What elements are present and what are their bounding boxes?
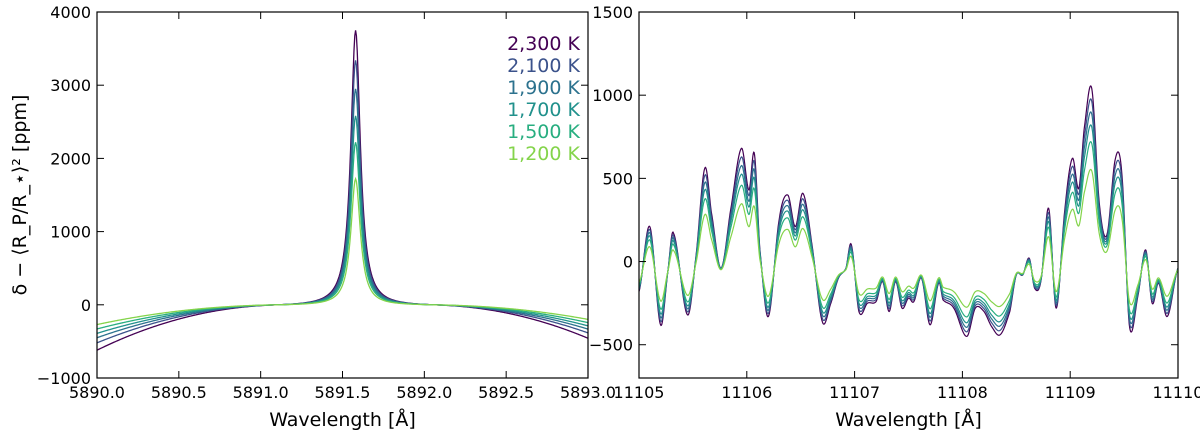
right-panel: 11105 11106 11107 11108 11109 11110 −500 0 500 10… [589, 3, 1200, 431]
legend-entry: 2,100 K [507, 55, 580, 77]
legend: 2,300 K2,100 K1,900 K1,700 K1,500 K1,200… [507, 33, 580, 165]
right-x-axis-label: Wavelength [Å] [835, 408, 982, 431]
right-plot-frame [638, 11, 1179, 379]
series-line-4 [97, 142, 588, 330]
y-tick-label: 3000 [50, 76, 91, 95]
x-tick-label: 5891.0 [233, 383, 289, 402]
series-line-1 [97, 60, 588, 344]
y-tick-label: 1000 [592, 86, 633, 105]
legend-entry: 2,300 K [507, 33, 580, 55]
left-plot-frame [96, 11, 589, 379]
y-tick-label: 0 [623, 253, 633, 272]
left-panel: 5890.0 5890.5 5891.0 5891.5 5892.0 5892.5 5893… [9, 3, 616, 431]
y-tick-label: 0 [81, 296, 91, 315]
left-plot-lines [97, 30, 588, 351]
y-tick-label: 500 [602, 169, 633, 188]
x-tick-label: 5893.0 [560, 383, 616, 402]
legend-entry: 1,900 K [507, 77, 580, 99]
legend-entry: 1,500 K [507, 121, 580, 143]
x-tick-label: 11105 [614, 383, 665, 402]
x-tick-label: 11106 [721, 383, 772, 402]
x-tick-label: 11109 [1045, 383, 1096, 402]
x-tick-label: 5892.5 [478, 383, 534, 402]
right-plot-lines [639, 85, 1178, 338]
spectrum-line-3 [639, 124, 1178, 324]
x-tick-label: 5891.5 [315, 383, 371, 402]
x-tick-label: 11107 [829, 383, 880, 402]
left-ticks: 5890.0 5890.5 5891.0 5891.5 5892.0 5892.5 5893… [37, 3, 616, 402]
series-line-3 [97, 115, 588, 334]
series-line-2 [97, 88, 588, 339]
y-tick-label: −500 [589, 336, 633, 355]
y-tick-label: 4000 [50, 3, 91, 22]
left-x-axis-label: Wavelength [Å] [269, 408, 416, 431]
x-tick-label: 11108 [937, 383, 988, 402]
x-tick-label: 5890.5 [151, 383, 207, 402]
x-tick-label: 5890.0 [69, 383, 125, 402]
x-tick-label: 11110 [1153, 383, 1200, 402]
spectrum-line-4 [639, 141, 1178, 318]
y-tick-label: −1000 [37, 369, 91, 388]
x-tick-label: 5892.0 [396, 383, 452, 402]
y-tick-label: 1000 [50, 223, 91, 242]
spectrum-line-5 [639, 168, 1178, 308]
series-line-0 [97, 30, 588, 351]
y-tick-label: 1500 [592, 3, 633, 22]
series-line-5 [97, 176, 588, 326]
legend-entry: 1,200 K [507, 143, 580, 165]
y-tick-label: 2000 [50, 149, 91, 168]
right-ticks: 11105 11106 11107 11108 11109 11110 −500 0 500 10… [589, 3, 1200, 402]
left-y-axis-label: δ − ⟨R_P/R_⋆⟩² [ppm] [9, 95, 31, 296]
legend-entry: 1,700 K [507, 99, 580, 121]
